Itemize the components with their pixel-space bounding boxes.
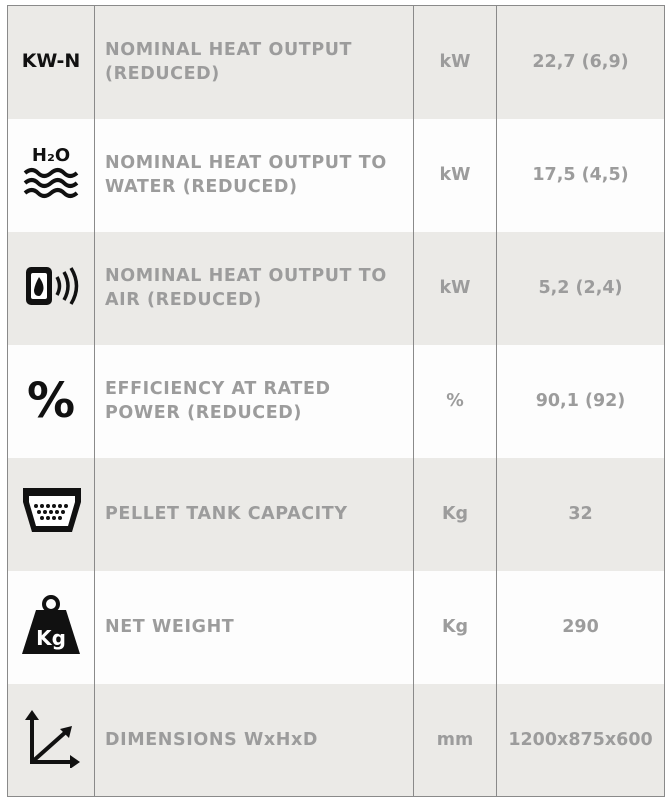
spec-row: Kg NET WEIGHT Kg 290 — [7, 570, 665, 684]
icon-cell: % — [7, 344, 95, 458]
spec-row: H₂O NOMINAL HEAT OUTPUT TO WATER (REDUCE… — [7, 118, 665, 232]
icon-text: % — [27, 373, 75, 429]
spec-row: % EFFICIENCY AT RATED POWER (REDUCED) % … — [7, 344, 665, 458]
unit: % — [413, 344, 497, 458]
icon: H₂O — [23, 145, 79, 198]
spec-row: KW-N NOMINAL HEAT OUTPUT (REDUCED) kW 22… — [7, 5, 665, 119]
value: 1200x875x600 — [496, 683, 665, 797]
label: PELLET TANK CAPACITY — [94, 457, 414, 571]
spec-row: NOMINAL HEAT OUTPUT TO AIR (REDUCED) kW … — [7, 231, 665, 345]
icon-cell: KW-N — [7, 5, 95, 119]
spec-row: DIMENSIONS WxHxD mm 1200x875x600 — [7, 683, 665, 797]
water-waves — [23, 168, 79, 198]
value: 5,2 (2,4) — [496, 231, 665, 345]
unit: mm — [413, 683, 497, 797]
icon — [26, 267, 79, 305]
label: NOMINAL HEAT OUTPUT TO WATER (REDUCED) — [94, 118, 414, 232]
label: EFFICIENCY AT RATED POWER (REDUCED) — [94, 344, 414, 458]
unit: kW — [413, 118, 497, 232]
icon: % — [27, 373, 75, 429]
icon — [25, 709, 80, 769]
spec-row: PELLET TANK CAPACITY Kg 32 — [7, 457, 665, 571]
label: DIMENSIONS WxHxD — [94, 683, 414, 797]
icon-text: H₂O — [32, 145, 70, 166]
icon-text: KW-N — [22, 50, 81, 72]
unit: kW — [413, 231, 497, 345]
unit: Kg — [413, 570, 497, 684]
icon-cell: Kg — [7, 570, 95, 684]
icon-cell — [7, 457, 95, 571]
icon-text: Kg — [36, 626, 66, 650]
icon-cell: H₂O — [7, 118, 95, 232]
value: 32 — [496, 457, 665, 571]
icon-cell — [7, 683, 95, 797]
icon — [23, 488, 81, 532]
unit: Kg — [413, 457, 497, 571]
spec-table: KW-N NOMINAL HEAT OUTPUT (REDUCED) kW 22… — [7, 5, 665, 797]
label: NOMINAL HEAT OUTPUT (REDUCED) — [94, 5, 414, 119]
unit: kW — [413, 5, 497, 119]
label: NET WEIGHT — [94, 570, 414, 684]
value: 22,7 (6,9) — [496, 5, 665, 119]
value: 290 — [496, 570, 665, 684]
value: 90,1 (92) — [496, 344, 665, 458]
label: NOMINAL HEAT OUTPUT TO AIR (REDUCED) — [94, 231, 414, 345]
icon-cell — [7, 231, 95, 345]
icon: Kg — [22, 595, 80, 654]
icon: KW-N — [22, 50, 81, 72]
value: 17,5 (4,5) — [496, 118, 665, 232]
